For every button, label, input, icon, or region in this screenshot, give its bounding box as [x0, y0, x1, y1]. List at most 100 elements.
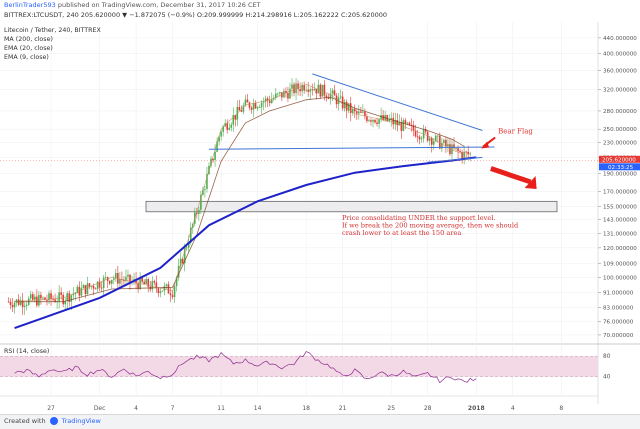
bear-flag-label: Bear Flag — [498, 128, 533, 136]
candle-body — [309, 89, 312, 92]
candle-body — [68, 293, 71, 302]
y-tick-label: 190.000000 — [603, 172, 637, 178]
candle-body — [94, 288, 97, 290]
ticker-line: BITTREX:LTCUSDT, 240 205.620000 ▼ −1.872… — [4, 11, 387, 19]
analysis-note-line: If we break the 200 moving average, then… — [342, 221, 519, 229]
candle-body — [96, 281, 99, 289]
candle-body — [113, 278, 115, 280]
candle-body — [260, 102, 263, 108]
candle-body — [15, 299, 18, 303]
x-tick-label: 28 — [424, 405, 432, 412]
candle-body — [428, 138, 431, 141]
candle-body — [376, 122, 378, 124]
price-scale-background — [598, 22, 640, 414]
tradingview-link[interactable]: TradingView — [61, 417, 101, 425]
y-tick-label: 91.000000 — [603, 291, 634, 297]
candle-body — [418, 136, 421, 140]
candle-body — [214, 151, 216, 161]
candle-body — [388, 119, 391, 122]
y-tick-label: 250.000000 — [603, 127, 637, 133]
candle-body — [347, 103, 350, 111]
candle-body — [100, 287, 103, 289]
candle-body — [311, 89, 314, 91]
candle-body — [161, 290, 164, 292]
x-tick-label: 14 — [254, 405, 262, 412]
candle-body — [104, 277, 107, 278]
candle-body — [258, 107, 261, 108]
candle-body — [165, 284, 168, 286]
candle-body — [169, 293, 172, 296]
candle-body — [17, 299, 20, 305]
candle-body — [364, 111, 366, 117]
x-tick-label: 8 — [559, 405, 563, 412]
legend-symbol: Litecoin / Tether, 240, BITTREX — [4, 27, 101, 34]
bearish-arrow — [490, 166, 532, 185]
candle-body — [230, 124, 233, 128]
candle-body — [157, 288, 160, 294]
price-chart[interactable]: 440.000000 400.000000 360.000000 320.000000… — [0, 22, 640, 414]
candle-body — [443, 139, 445, 144]
candle-body — [212, 158, 214, 161]
candle-body — [141, 277, 143, 282]
candle-body — [159, 291, 162, 294]
candle-body — [297, 83, 299, 89]
candle-body — [432, 141, 435, 145]
rsi-tick-label: 80 — [603, 354, 611, 360]
candle-body — [416, 136, 419, 138]
footer: Created with TradingView — [0, 414, 640, 429]
candle-body — [262, 101, 265, 103]
candle-body — [264, 98, 267, 102]
candle-body — [246, 99, 249, 103]
candle-body — [345, 101, 348, 111]
candle-body — [441, 143, 443, 149]
candle-body — [72, 294, 75, 296]
author-link[interactable]: BerlinTrader593 — [4, 1, 56, 9]
candle-body — [378, 118, 380, 124]
candle-body — [412, 125, 415, 131]
candle-body — [155, 282, 158, 289]
candle-body — [139, 277, 141, 290]
candle-body — [189, 227, 192, 243]
candle-body — [362, 111, 364, 113]
candle-body — [147, 279, 150, 287]
y-tick-label: 155.000000 — [603, 204, 637, 210]
candle-body — [242, 105, 245, 112]
candle-body — [465, 151, 467, 153]
candle-body — [406, 122, 409, 124]
candle-body — [414, 130, 417, 137]
rsi-line — [14, 351, 477, 384]
x-tick-label: 11 — [217, 405, 225, 412]
y-tick-label: 120.000000 — [603, 246, 637, 252]
y-tick-label: 83.000000 — [603, 305, 634, 311]
analysis-note-line: Price consolidating UNDER the support le… — [342, 214, 496, 222]
ema20-line — [14, 96, 465, 303]
last-price-text: 205.620000 — [602, 157, 636, 163]
candle-body — [198, 209, 200, 214]
candle-body — [143, 281, 145, 285]
candle-body — [29, 294, 32, 299]
x-tick-label: Dec — [94, 405, 106, 412]
candle-body — [123, 280, 125, 282]
candle-body — [392, 117, 395, 125]
candle-body — [356, 111, 358, 114]
candle-body — [119, 279, 121, 284]
y-tick-label: 109.000000 — [603, 261, 637, 267]
candle-body — [254, 103, 257, 109]
support-zone-box — [145, 200, 558, 213]
candle-body — [183, 248, 186, 264]
candle-body — [307, 89, 310, 92]
candle-body — [390, 117, 393, 120]
candle-body — [331, 90, 334, 94]
candle-body — [216, 141, 218, 152]
chart-header: BerlinTrader593 published on TradingView… — [0, 0, 640, 22]
x-tick-label: 21 — [339, 405, 347, 412]
candle-body — [463, 151, 465, 159]
candle-body — [426, 131, 429, 141]
candle-body — [234, 115, 237, 120]
candle-body — [319, 84, 322, 97]
candle-body — [220, 131, 222, 137]
countdown-tag — [599, 163, 640, 171]
candle-body — [323, 84, 326, 96]
chart-area[interactable]: 440.000000 400.000000 360.000000 320.000000… — [0, 22, 640, 414]
candle-body — [23, 305, 26, 307]
